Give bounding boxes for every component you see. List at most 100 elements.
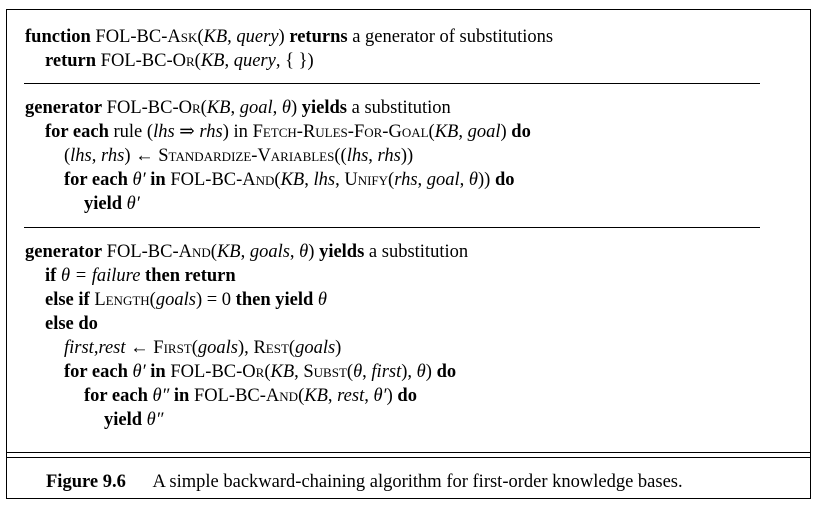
separator: , bbox=[459, 170, 469, 190]
arg-query: query bbox=[236, 27, 279, 47]
var-rhs: rhs bbox=[101, 146, 125, 166]
arg-kb: KB bbox=[304, 386, 328, 406]
paren: ( bbox=[149, 290, 156, 310]
var-failure: failure bbox=[91, 266, 141, 286]
function-name: Subst bbox=[303, 362, 347, 382]
separator: , bbox=[458, 122, 468, 142]
function-name: FOL-BC-Or bbox=[106, 98, 201, 118]
arg-goal: goal bbox=[239, 98, 273, 118]
separator: , bbox=[240, 242, 250, 262]
function-name: FOL-BC-Ask bbox=[95, 27, 198, 47]
keyword-in: in bbox=[173, 386, 190, 406]
arg-kb: KB bbox=[206, 98, 231, 118]
rule-text: rule ( bbox=[113, 122, 154, 142]
paren: ), bbox=[238, 338, 254, 358]
paren: ) bbox=[386, 386, 393, 406]
function-name: First bbox=[153, 338, 192, 358]
separator: , bbox=[364, 386, 374, 406]
caption-divider-bottom bbox=[6, 457, 811, 458]
function-name: Length bbox=[94, 290, 150, 310]
code-line-fol-bc-or-signature: generator FOL-BC-Or(KB, goal, θ) yields … bbox=[25, 99, 451, 118]
paren: ( bbox=[288, 338, 296, 358]
var-lhs: lhs bbox=[313, 170, 336, 190]
function-name: Fetch-Rules-For-Goal bbox=[252, 122, 429, 142]
separator: , bbox=[91, 146, 102, 166]
code-line-for-each-theta-prime: for each θ′ in FOL-BC-And(KB, lhs, Unify… bbox=[64, 171, 515, 190]
figure-label: Figure 9.6 bbox=[46, 472, 126, 492]
theta-prime-symbol: θ′ bbox=[373, 386, 387, 406]
paren: ) bbox=[425, 362, 432, 382]
var-first: first bbox=[64, 338, 94, 358]
caption-divider-top bbox=[6, 452, 811, 453]
condition: θ = bbox=[56, 266, 92, 286]
paren: )) bbox=[478, 170, 491, 190]
theta-symbol: θ bbox=[468, 170, 479, 190]
paren: ) bbox=[290, 98, 298, 118]
code-line-for-each-rule: for each rule (lhs ⇒ rhs) in Fetch-Rules… bbox=[45, 123, 531, 142]
code-line-return-fol-bc-or: return FOL-BC-Or(KB, query, { }) bbox=[45, 52, 314, 71]
keyword-then-return: then return bbox=[145, 266, 236, 286]
keyword-yield: yield bbox=[84, 194, 123, 214]
theta-prime-symbol: θ′ bbox=[122, 194, 140, 214]
separator: , bbox=[304, 170, 314, 190]
arg-goals: goals bbox=[249, 242, 290, 262]
code-line-yield-theta-prime: yield θ′ bbox=[84, 195, 140, 214]
paren: ( bbox=[191, 338, 198, 358]
paren: ( bbox=[298, 386, 305, 406]
keyword-return: return bbox=[45, 51, 97, 71]
keyword-returns: returns bbox=[289, 27, 348, 47]
code-line-first-rest: first,rest ← First(goals), Rest(goals) bbox=[64, 339, 341, 358]
keyword-generator: generator bbox=[25, 98, 103, 118]
paren: ) bbox=[278, 27, 285, 47]
paren: ), bbox=[401, 362, 417, 382]
keyword-do: do bbox=[511, 122, 531, 142]
block-divider-2 bbox=[24, 227, 760, 228]
arg-kb: KB bbox=[270, 362, 295, 382]
paren: ) bbox=[335, 338, 342, 358]
keyword-do: do bbox=[436, 362, 457, 382]
separator: , bbox=[362, 362, 372, 382]
var-lhs: lhs bbox=[346, 146, 369, 166]
paren: ) bbox=[308, 242, 315, 262]
code-line-for-each-theta-dprime: for each θ″ in FOL-BC-And(KB, rest, θ′) … bbox=[84, 387, 417, 406]
theta-prime-symbol: θ′ bbox=[127, 362, 151, 382]
code-line-fol-bc-and-signature: generator FOL-BC-And(KB, goals, θ) yield… bbox=[25, 243, 468, 262]
arg-kb: KB bbox=[200, 51, 225, 71]
separator: , bbox=[227, 27, 237, 47]
paren: )) bbox=[400, 146, 414, 166]
keyword-then-yield: then yield bbox=[235, 290, 314, 310]
keyword-yield: yield bbox=[104, 410, 143, 430]
paren: (( bbox=[334, 146, 347, 166]
var-goals: goals bbox=[155, 290, 196, 310]
function-name: FOL-BC-Or bbox=[170, 362, 265, 382]
paren: ( bbox=[274, 170, 281, 190]
arg-query: query bbox=[233, 51, 276, 71]
keyword-else-if: else if bbox=[45, 290, 90, 310]
theta-double-prime-symbol: θ″ bbox=[142, 410, 164, 430]
var-goals: goals bbox=[295, 338, 336, 358]
var-rest: rest bbox=[337, 386, 365, 406]
theta-symbol: θ bbox=[353, 362, 363, 382]
theta-symbol: θ bbox=[313, 290, 327, 310]
var-rhs: rhs bbox=[377, 146, 401, 166]
code-line-fol-bc-ask-signature: function FOL-BC-Ask(KB, query) returns a… bbox=[25, 28, 553, 47]
keyword-for-each: for each bbox=[45, 122, 109, 142]
paren: ) bbox=[500, 122, 507, 142]
arg-goal: goal bbox=[467, 122, 501, 142]
implies-symbol: ⇒ bbox=[174, 122, 200, 142]
equals-zero: ) = 0 bbox=[195, 290, 232, 310]
paren-in: ) in bbox=[222, 122, 253, 142]
paren: ( bbox=[428, 122, 435, 142]
keyword-function: function bbox=[25, 27, 91, 47]
var-goal: goal bbox=[426, 170, 460, 190]
theta-symbol: θ bbox=[299, 242, 309, 262]
paren: ) bbox=[307, 51, 314, 71]
keyword-else-do: else do bbox=[45, 314, 98, 334]
return-description: a generator of substitutions bbox=[352, 27, 554, 47]
separator: , bbox=[93, 338, 99, 358]
theta-prime-symbol: θ′ bbox=[127, 170, 151, 190]
var-lhs: lhs bbox=[70, 146, 92, 166]
code-line-else-if-length: else if Length(goals) = 0 then yield θ bbox=[45, 291, 327, 310]
separator: , bbox=[289, 242, 300, 262]
keyword-generator: generator bbox=[25, 242, 103, 262]
